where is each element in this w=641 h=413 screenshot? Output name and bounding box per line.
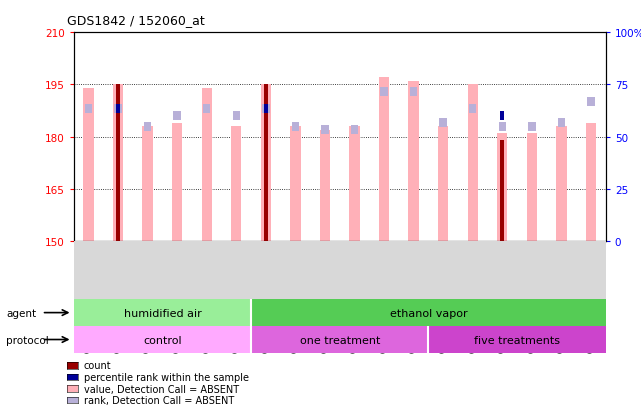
- Text: protocol: protocol: [6, 335, 49, 345]
- Bar: [467, 85, 478, 242]
- Text: count: count: [84, 361, 112, 370]
- Bar: [527, 134, 537, 242]
- Bar: [262, 105, 269, 114]
- Bar: [251, 299, 606, 326]
- Bar: [142, 127, 153, 242]
- Text: ethanol vapor: ethanol vapor: [390, 308, 467, 318]
- Bar: [116, 105, 120, 114]
- Bar: [349, 127, 360, 242]
- Bar: [499, 123, 506, 131]
- Bar: [379, 78, 389, 242]
- Bar: [201, 89, 212, 242]
- Bar: [586, 123, 596, 242]
- Text: GDS1842 / 152060_at: GDS1842 / 152060_at: [67, 14, 205, 27]
- Bar: [501, 141, 504, 242]
- Bar: [74, 299, 251, 326]
- Bar: [410, 88, 417, 97]
- Bar: [114, 105, 122, 114]
- Bar: [558, 119, 565, 128]
- Bar: [469, 105, 476, 114]
- Bar: [351, 126, 358, 135]
- Bar: [290, 127, 301, 242]
- Bar: [320, 131, 330, 242]
- Text: control: control: [143, 335, 181, 345]
- Bar: [251, 326, 428, 353]
- Bar: [440, 119, 447, 128]
- Text: humidified air: humidified air: [124, 308, 201, 318]
- Bar: [528, 123, 535, 131]
- Bar: [261, 85, 271, 242]
- Text: percentile rank within the sample: percentile rank within the sample: [84, 372, 249, 382]
- Bar: [587, 98, 595, 107]
- Bar: [113, 85, 123, 242]
- Bar: [174, 112, 181, 121]
- Bar: [233, 112, 240, 121]
- Bar: [231, 127, 242, 242]
- Bar: [380, 88, 388, 97]
- Bar: [85, 105, 92, 114]
- Text: agent: agent: [6, 308, 37, 318]
- Text: five treatments: five treatments: [474, 335, 560, 345]
- Bar: [144, 123, 151, 131]
- Text: one treatment: one treatment: [299, 335, 380, 345]
- Bar: [321, 126, 329, 135]
- Bar: [438, 127, 448, 242]
- Bar: [408, 82, 419, 242]
- Bar: [116, 85, 120, 242]
- Bar: [264, 85, 268, 242]
- Bar: [264, 105, 268, 114]
- Bar: [501, 112, 504, 121]
- Bar: [292, 123, 299, 131]
- Text: rank, Detection Call = ABSENT: rank, Detection Call = ABSENT: [84, 395, 234, 405]
- Bar: [203, 105, 210, 114]
- Bar: [497, 134, 508, 242]
- Text: value, Detection Call = ABSENT: value, Detection Call = ABSENT: [84, 384, 239, 394]
- Bar: [74, 326, 251, 353]
- Bar: [83, 89, 94, 242]
- Bar: [428, 326, 606, 353]
- Bar: [172, 123, 182, 242]
- Bar: [556, 127, 567, 242]
